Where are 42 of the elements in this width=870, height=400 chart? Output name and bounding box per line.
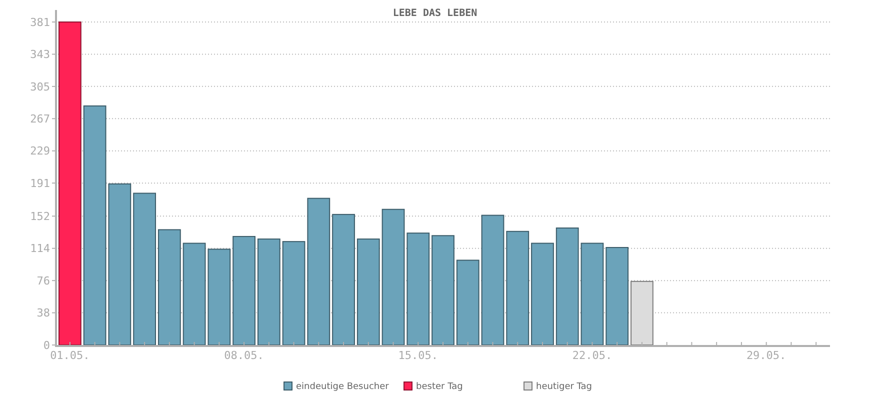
bar	[531, 242, 554, 346]
chart-title: LEBE DAS LEBEN	[392, 8, 478, 19]
y-tick-label: 38	[36, 306, 50, 320]
bar	[630, 280, 654, 346]
y-tick-label: 381	[30, 16, 50, 29]
bar	[282, 241, 306, 346]
y-tick-label: 152	[30, 210, 50, 223]
y-tick-label: 343	[30, 48, 50, 62]
bar	[58, 22, 82, 346]
y-tick-label: 229	[30, 144, 50, 158]
y-tick-label: 267	[30, 112, 50, 126]
y-tick-label: 76	[36, 274, 50, 288]
bar	[133, 192, 156, 346]
x-tick-label: 22.05.	[572, 349, 612, 362]
x-tick-label: 15.05.	[398, 349, 438, 362]
bar	[208, 248, 231, 346]
legend-label: eindeutige Besucher	[296, 382, 390, 392]
bar	[332, 214, 355, 346]
bar	[257, 238, 280, 346]
bar	[606, 247, 629, 346]
bar	[356, 238, 380, 346]
bar	[456, 260, 480, 346]
bar	[481, 214, 504, 346]
x-tick-label: 08.05.	[224, 349, 264, 362]
bar	[432, 235, 454, 346]
bar	[232, 236, 256, 346]
legend-label: heutiger Tag	[536, 382, 592, 392]
bar	[506, 230, 530, 346]
bar	[307, 198, 330, 346]
x-tick-label: 01.05.	[50, 349, 90, 362]
bar	[556, 228, 579, 346]
bar	[580, 242, 604, 346]
y-tick-label: 0	[43, 338, 50, 352]
y-tick-label: 191	[30, 176, 50, 190]
y-tick-label: 114	[30, 242, 50, 256]
bar	[406, 232, 430, 346]
x-tick-label: 29.05.	[746, 349, 786, 362]
bar	[382, 208, 405, 346]
bar	[182, 242, 206, 346]
bar	[158, 229, 181, 346]
y-tick-label: 305	[30, 80, 50, 94]
legend-label: bester Tag	[416, 382, 463, 392]
